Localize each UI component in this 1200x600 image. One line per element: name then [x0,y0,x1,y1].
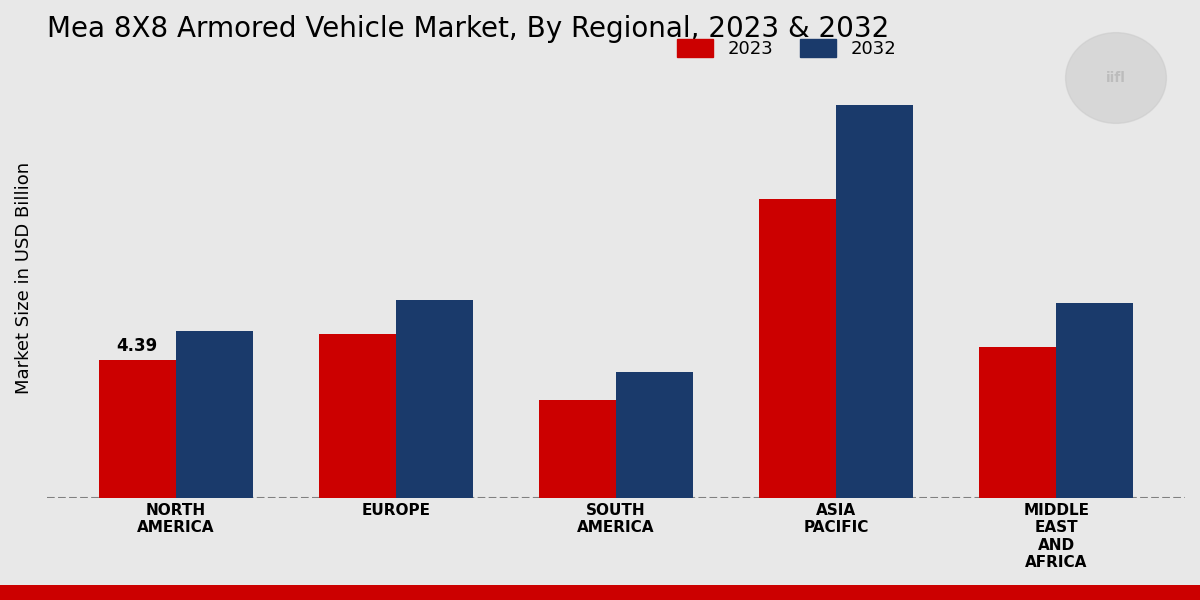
Text: iifl: iifl [1106,71,1126,85]
Legend: 2023, 2032: 2023, 2032 [670,32,904,65]
Y-axis label: Market Size in USD Billion: Market Size in USD Billion [14,162,34,394]
Bar [539,400,616,498]
Bar [1056,303,1133,498]
Bar [979,347,1056,498]
Bar [98,360,175,498]
Text: Mea 8X8 Armored Vehicle Market, By Regional, 2023 & 2032: Mea 8X8 Armored Vehicle Market, By Regio… [47,15,889,43]
Text: 4.39: 4.39 [116,337,157,355]
Bar [836,105,913,498]
Bar [319,334,396,498]
Bar [760,199,836,498]
Bar [616,372,692,498]
Bar [175,331,253,498]
Circle shape [1066,32,1166,124]
Bar [396,300,473,498]
